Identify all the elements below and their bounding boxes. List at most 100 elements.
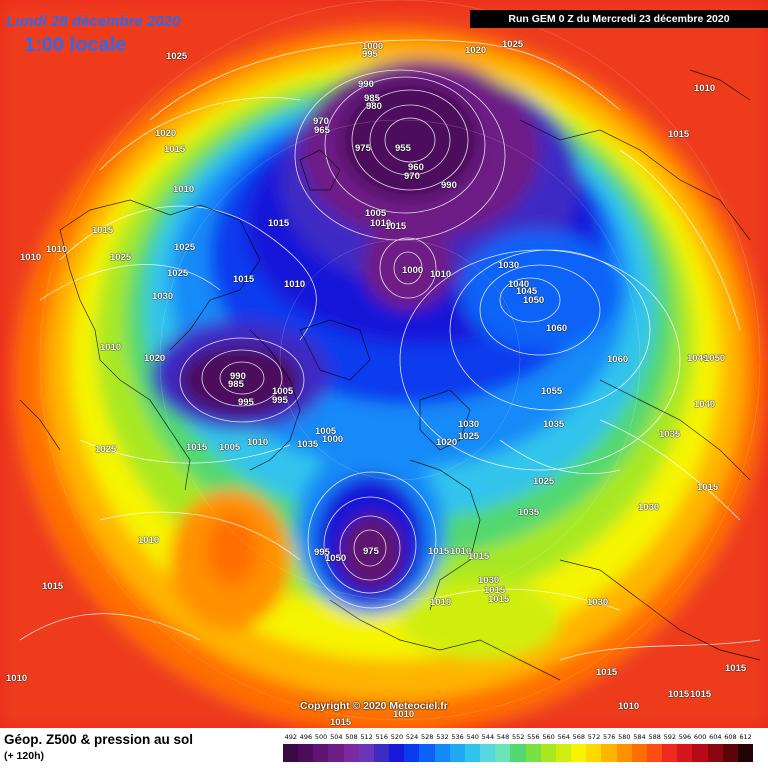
pressure-label: 990 [230,371,246,382]
scale-tick-label: 596 [678,733,692,741]
pressure-label: 1045 [687,353,709,364]
scale-tick-label: 536 [451,733,464,741]
pressure-label: 1015 [164,144,186,155]
pressure-label: 1035 [518,507,540,518]
pressure-label: 1010 [694,83,716,94]
scale-tick-label: 580 [618,733,631,741]
scale-tick-label: 516 [375,733,388,741]
scale-tick-label: 528 [421,733,434,741]
pressure-label: 1035 [297,439,319,450]
geopotential-field [0,0,768,728]
scale-swatch [283,744,299,762]
pressure-label: 1010 [370,218,392,229]
forecast-date: Lundi 28 décembre 2020 [6,13,181,30]
pressure-label: 1005 [219,442,241,453]
pressure-label: 1015 [725,663,747,674]
scale-tick-label: 552 [512,733,525,741]
scale-swatch [616,744,633,762]
color-scale-bar [283,744,754,762]
scale-swatch [737,744,754,762]
pressure-label: 1005 [272,386,294,397]
pressure-label: 1020 [144,353,166,364]
scale-tick-label: 496 [299,733,313,741]
scale-swatch [480,744,496,762]
scale-swatch [328,744,345,762]
scale-tick-label: 560 [542,733,555,741]
scale-tick-label: 532 [436,733,449,741]
pressure-label: 1000 [362,41,384,52]
pressure-label: 965 [314,125,330,136]
pressure-label: 1010 [430,597,452,608]
pressure-label: 1010 [618,701,640,712]
scale-swatch [298,744,314,762]
pressure-label: 1030 [478,575,500,586]
pressure-label: 1010 [46,244,68,255]
pressure-label: 1040 [694,399,716,410]
scale-swatch [555,744,572,762]
pressure-label: 1015 [42,581,64,592]
scale-swatch [510,744,527,762]
scale-swatch [677,744,693,762]
pressure-label: 955 [395,143,411,154]
pressure-label: 1015 [668,129,690,140]
scale-tick-label: 592 [663,733,677,741]
pressure-label: 1020 [465,45,487,56]
pressure-label: 1005 [315,426,337,437]
scale-swatch [358,744,375,762]
pressure-label: 1015 [488,594,510,605]
pressure-label: 1010 [100,342,122,353]
scale-swatch [389,744,405,762]
pressure-label: 990 [441,180,457,191]
scale-swatch [419,744,436,762]
pressure-label: 1015 [330,717,352,728]
pressure-label: 980 [366,101,382,112]
scale-tick-label: 568 [572,733,586,741]
scale-tick-label: 604 [709,733,722,741]
pressure-label: 995 [362,49,378,60]
scale-swatch [404,744,420,762]
scale-tick-label: 584 [633,733,646,741]
scale-swatch [646,744,663,762]
pressure-label: 1010 [173,184,195,195]
pressure-label: 1060 [607,354,629,365]
run-info: Run GEM 0 Z du Mercredi 23 décembre 2020 [470,10,768,28]
scale-swatch [343,744,360,762]
pressure-label: 1025 [166,51,188,62]
pressure-label: 1045 [516,286,538,297]
pressure-label: 1015 [484,585,506,596]
scale-tick-label: 612 [739,733,752,741]
pressure-label: 1015 [233,274,255,285]
scale-swatch [495,744,511,762]
pressure-label: 995 [314,547,330,558]
pressure-label: 1000 [322,434,344,445]
scale-tick-label: 608 [724,733,737,741]
pressure-label: 1025 [502,39,524,50]
pressure-label: 1010 [20,252,42,263]
scale-tick-label: 540 [466,733,479,741]
pressure-label: 1025 [167,268,189,279]
pressure-label: 1015 [268,218,290,229]
pressure-label: 1015 [385,221,407,232]
scale-swatch [601,744,618,762]
pressure-label: 1025 [533,476,555,487]
pressure-label: 1015 [186,442,208,453]
scale-swatch [464,744,481,762]
copyright: Copyright © 2020 Meteociel.fr [300,700,448,712]
pressure-label: 1025 [95,444,117,455]
pressure-label: 1010 [6,673,28,684]
scale-tick-label: 588 [648,733,661,741]
coastlines [19,69,761,681]
pressure-label: 1050 [325,553,347,564]
pressure-label: 975 [355,143,371,154]
pressure-label: 1010 [450,546,472,557]
pressure-label: 1055 [541,386,563,397]
scale-tick-label: 576 [602,733,616,741]
scale-tick-label: 492 [284,733,297,741]
pressure-label: 1010 [284,279,306,290]
pressure-label: 1025 [174,242,196,253]
pressure-label: 970 [313,116,329,127]
scale-swatch [692,744,708,762]
pressure-label: 1030 [458,419,480,430]
scale-tick-label: 504 [330,733,343,741]
pressure-label: 1015 [690,689,712,700]
